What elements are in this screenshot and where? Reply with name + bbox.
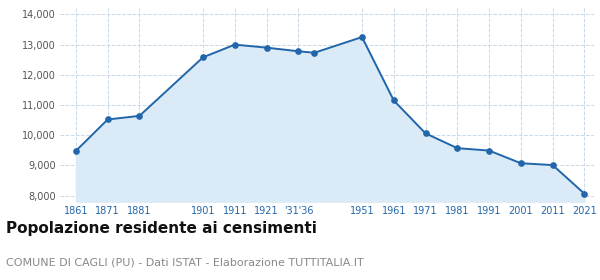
- Text: Popolazione residente ai censimenti: Popolazione residente ai censimenti: [6, 221, 317, 236]
- Text: COMUNE DI CAGLI (PU) - Dati ISTAT - Elaborazione TUTTITALIA.IT: COMUNE DI CAGLI (PU) - Dati ISTAT - Elab…: [6, 258, 364, 268]
